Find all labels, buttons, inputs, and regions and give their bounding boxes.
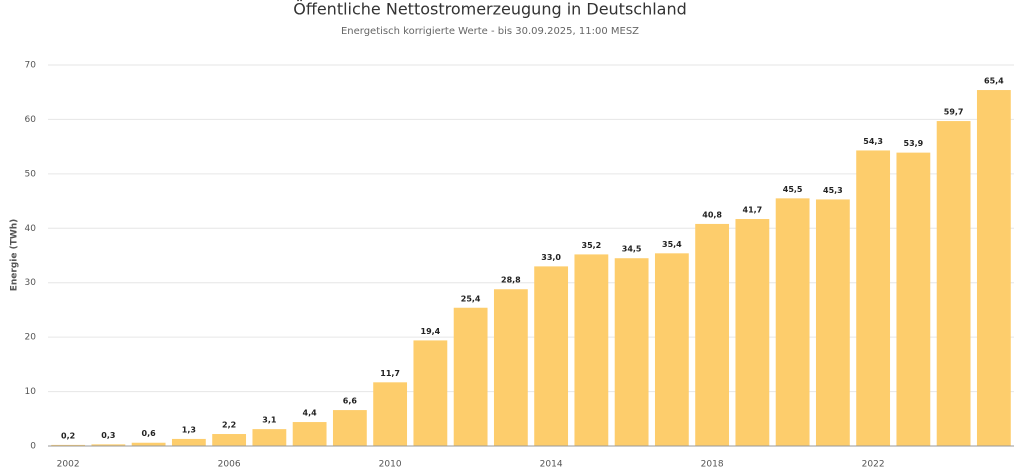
x-tick-label: 2022 bbox=[862, 460, 885, 470]
value-label: 4,4 bbox=[303, 409, 318, 418]
value-label: 34,5 bbox=[622, 245, 642, 254]
value-label: 2,2 bbox=[222, 421, 236, 430]
x-tick-label: 2014 bbox=[540, 460, 563, 470]
chart-title: Öffentliche Nettostromerzeugung in Deuts… bbox=[293, 0, 687, 19]
value-label: 40,8 bbox=[702, 210, 722, 219]
y-tick-label: 10 bbox=[25, 387, 37, 397]
bar bbox=[332, 410, 367, 446]
bar bbox=[252, 429, 287, 446]
bar bbox=[775, 198, 810, 446]
value-label: 0,6 bbox=[142, 429, 157, 438]
y-tick-label: 70 bbox=[25, 61, 37, 71]
value-label: 3,1 bbox=[262, 416, 277, 425]
value-label: 45,5 bbox=[783, 185, 803, 194]
bar bbox=[654, 253, 689, 446]
bar bbox=[91, 444, 126, 446]
value-label: 1,3 bbox=[182, 425, 196, 434]
value-label: 35,4 bbox=[662, 240, 682, 249]
y-tick-label: 20 bbox=[25, 333, 37, 343]
value-label: 11,7 bbox=[380, 369, 400, 378]
bar bbox=[534, 266, 569, 446]
y-tick-label: 0 bbox=[30, 442, 36, 452]
bar bbox=[373, 382, 408, 446]
value-label: 6,6 bbox=[343, 397, 358, 406]
bar bbox=[171, 438, 206, 446]
bar bbox=[896, 152, 931, 446]
value-label: 54,3 bbox=[863, 137, 883, 146]
y-axis-label: Energie (TWh) bbox=[10, 219, 20, 292]
bar bbox=[493, 289, 528, 446]
x-tick-label: 2006 bbox=[218, 460, 241, 470]
bar bbox=[614, 258, 649, 446]
bar bbox=[976, 90, 1011, 446]
bar bbox=[936, 121, 971, 446]
bar bbox=[815, 199, 850, 446]
bar bbox=[131, 442, 166, 446]
x-tick-label: 2018 bbox=[701, 460, 724, 470]
value-label: 53,9 bbox=[904, 139, 924, 148]
x-tick-label: 2010 bbox=[379, 460, 402, 470]
y-tick-label: 40 bbox=[25, 224, 37, 234]
value-label: 28,8 bbox=[501, 276, 521, 285]
y-tick-label: 50 bbox=[25, 169, 37, 179]
chart-subtitle: Energetisch korrigierte Werte - bis 30.0… bbox=[341, 26, 639, 37]
value-label: 45,3 bbox=[823, 186, 843, 195]
value-label: 65,4 bbox=[984, 77, 1004, 86]
value-label: 33,0 bbox=[541, 253, 561, 262]
x-tick-label: 2002 bbox=[57, 460, 80, 470]
value-label: 0,2 bbox=[61, 431, 75, 440]
value-label: 41,7 bbox=[743, 206, 763, 215]
y-tick-label: 30 bbox=[25, 278, 37, 288]
bar bbox=[212, 434, 247, 446]
value-label: 19,4 bbox=[421, 327, 441, 336]
bar bbox=[292, 422, 327, 446]
bar bbox=[574, 254, 609, 446]
y-tick-label: 60 bbox=[25, 115, 37, 125]
bar bbox=[413, 340, 448, 446]
bar bbox=[453, 307, 488, 446]
bar bbox=[51, 444, 86, 446]
bar bbox=[695, 223, 730, 446]
value-label: 35,2 bbox=[582, 241, 602, 250]
value-label: 25,4 bbox=[461, 294, 481, 303]
bar bbox=[856, 150, 891, 446]
bar bbox=[735, 219, 770, 446]
value-label: 0,3 bbox=[101, 431, 115, 440]
value-label: 59,7 bbox=[944, 108, 964, 117]
